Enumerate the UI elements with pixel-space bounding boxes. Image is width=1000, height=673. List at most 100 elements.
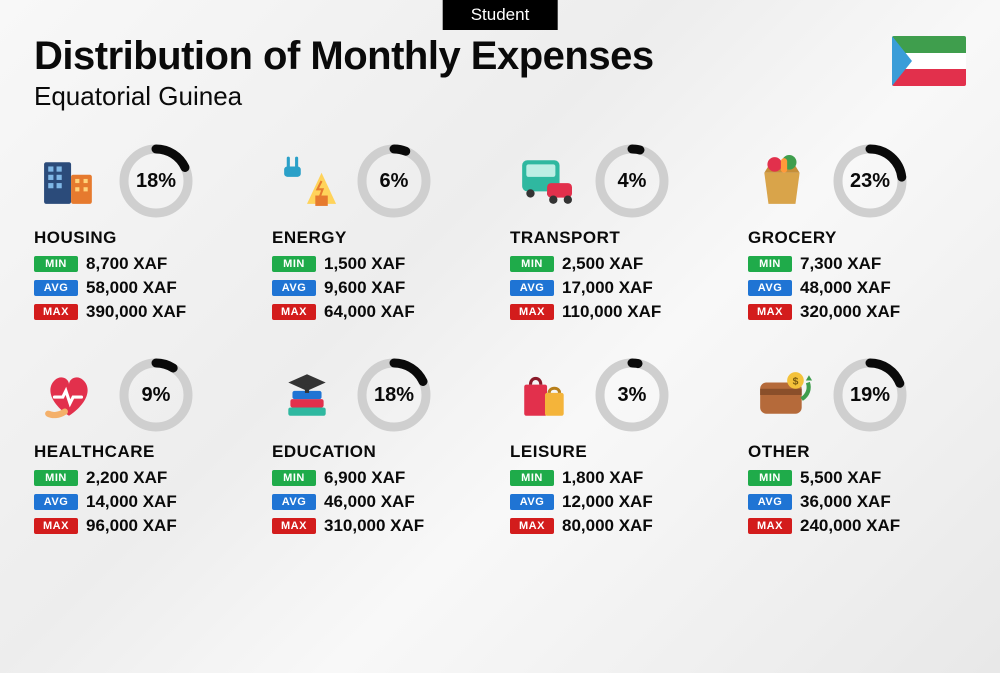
stat-max-row: MAX 96,000 XAF <box>34 516 252 536</box>
min-value: 7,300 XAF <box>800 254 881 274</box>
max-badge: MAX <box>510 304 554 320</box>
stat-max-row: MAX 320,000 XAF <box>748 302 966 322</box>
expense-card-housing: 18% HOUSING MIN 8,700 XAF AVG 58,000 XAF… <box>34 142 252 326</box>
avg-value: 36,000 XAF <box>800 492 891 512</box>
percent-donut: 9% <box>118 357 194 433</box>
stat-max-row: MAX 240,000 XAF <box>748 516 966 536</box>
max-badge: MAX <box>510 518 554 534</box>
category-name: OTHER <box>748 442 966 462</box>
avg-badge: AVG <box>34 280 78 296</box>
category-name: HEALTHCARE <box>34 442 252 462</box>
min-value: 5,500 XAF <box>800 468 881 488</box>
expense-card-grocery: 23% GROCERY MIN 7,300 XAF AVG 48,000 XAF… <box>748 142 966 326</box>
avg-badge: AVG <box>510 494 554 510</box>
grocery-icon <box>748 146 818 216</box>
max-badge: MAX <box>272 304 316 320</box>
stat-min-row: MIN 8,700 XAF <box>34 254 252 274</box>
stat-min-row: MIN 7,300 XAF <box>748 254 966 274</box>
min-badge: MIN <box>34 256 78 272</box>
expense-card-energy: 6% ENERGY MIN 1,500 XAF AVG 9,600 XAF MA… <box>272 142 490 326</box>
min-badge: MIN <box>34 470 78 486</box>
min-value: 1,500 XAF <box>324 254 405 274</box>
page-subtitle: Equatorial Guinea <box>34 81 966 112</box>
stat-min-row: MIN 6,900 XAF <box>272 468 490 488</box>
stat-avg-row: AVG 14,000 XAF <box>34 492 252 512</box>
page-title: Distribution of Monthly Expenses <box>34 34 966 79</box>
avg-value: 14,000 XAF <box>86 492 177 512</box>
transport-icon <box>510 146 580 216</box>
percent-donut: 4% <box>594 143 670 219</box>
max-value: 320,000 XAF <box>800 302 900 322</box>
avg-value: 48,000 XAF <box>800 278 891 298</box>
percent-value: 6% <box>380 170 409 193</box>
min-badge: MIN <box>272 470 316 486</box>
avg-badge: AVG <box>748 494 792 510</box>
stat-max-row: MAX 80,000 XAF <box>510 516 728 536</box>
min-value: 2,500 XAF <box>562 254 643 274</box>
avg-badge: AVG <box>34 494 78 510</box>
expense-card-other: 19% OTHER MIN 5,500 XAF AVG 36,000 XAF M… <box>748 356 966 540</box>
flag-triangle <box>892 36 912 86</box>
max-badge: MAX <box>748 304 792 320</box>
stat-min-row: MIN 2,200 XAF <box>34 468 252 488</box>
stat-avg-row: AVG 48,000 XAF <box>748 278 966 298</box>
percent-value: 18% <box>374 384 414 407</box>
max-value: 240,000 XAF <box>800 516 900 536</box>
min-badge: MIN <box>510 470 554 486</box>
min-value: 6,900 XAF <box>324 468 405 488</box>
avg-value: 12,000 XAF <box>562 492 653 512</box>
avg-badge: AVG <box>272 494 316 510</box>
avg-badge: AVG <box>272 280 316 296</box>
expense-card-education: 18% EDUCATION MIN 6,900 XAF AVG 46,000 X… <box>272 356 490 540</box>
percent-donut: 19% <box>832 357 908 433</box>
housing-icon <box>34 146 104 216</box>
min-badge: MIN <box>272 256 316 272</box>
percent-value: 18% <box>136 170 176 193</box>
category-name: GROCERY <box>748 228 966 248</box>
max-badge: MAX <box>272 518 316 534</box>
min-badge: MIN <box>748 470 792 486</box>
expense-card-transport: 4% TRANSPORT MIN 2,500 XAF AVG 17,000 XA… <box>510 142 728 326</box>
stat-avg-row: AVG 36,000 XAF <box>748 492 966 512</box>
max-value: 96,000 XAF <box>86 516 177 536</box>
avg-value: 9,600 XAF <box>324 278 405 298</box>
percent-donut: 18% <box>118 143 194 219</box>
education-icon <box>272 360 342 430</box>
percent-value: 23% <box>850 170 890 193</box>
max-badge: MAX <box>34 304 78 320</box>
percent-donut: 18% <box>356 357 432 433</box>
max-value: 80,000 XAF <box>562 516 653 536</box>
min-value: 2,200 XAF <box>86 468 167 488</box>
category-name: ENERGY <box>272 228 490 248</box>
stat-max-row: MAX 110,000 XAF <box>510 302 728 322</box>
category-name: TRANSPORT <box>510 228 728 248</box>
max-value: 390,000 XAF <box>86 302 186 322</box>
avg-badge: AVG <box>510 280 554 296</box>
stat-max-row: MAX 390,000 XAF <box>34 302 252 322</box>
avg-value: 46,000 XAF <box>324 492 415 512</box>
avg-value: 17,000 XAF <box>562 278 653 298</box>
min-value: 1,800 XAF <box>562 468 643 488</box>
stat-avg-row: AVG 12,000 XAF <box>510 492 728 512</box>
stat-max-row: MAX 310,000 XAF <box>272 516 490 536</box>
stat-avg-row: AVG 17,000 XAF <box>510 278 728 298</box>
stat-avg-row: AVG 46,000 XAF <box>272 492 490 512</box>
min-value: 8,700 XAF <box>86 254 167 274</box>
percent-value: 3% <box>618 384 647 407</box>
expense-grid: 18% HOUSING MIN 8,700 XAF AVG 58,000 XAF… <box>34 142 966 540</box>
max-badge: MAX <box>34 518 78 534</box>
leisure-icon <box>510 360 580 430</box>
max-value: 110,000 XAF <box>562 302 661 322</box>
stat-min-row: MIN 1,500 XAF <box>272 254 490 274</box>
min-badge: MIN <box>748 256 792 272</box>
avg-badge: AVG <box>748 280 792 296</box>
stat-min-row: MIN 2,500 XAF <box>510 254 728 274</box>
stat-max-row: MAX 64,000 XAF <box>272 302 490 322</box>
percent-donut: 23% <box>832 143 908 219</box>
category-name: LEISURE <box>510 442 728 462</box>
category-name: HOUSING <box>34 228 252 248</box>
healthcare-icon <box>34 360 104 430</box>
max-value: 64,000 XAF <box>324 302 415 322</box>
percent-value: 19% <box>850 384 890 407</box>
expense-card-healthcare: 9% HEALTHCARE MIN 2,200 XAF AVG 14,000 X… <box>34 356 252 540</box>
